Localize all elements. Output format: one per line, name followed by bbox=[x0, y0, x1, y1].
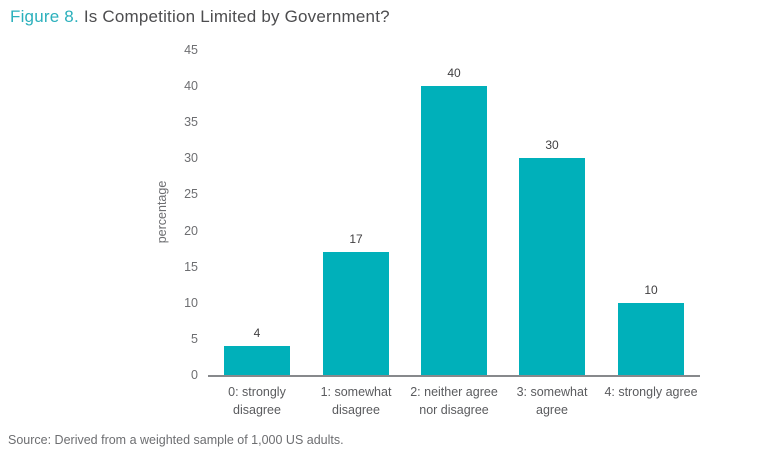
y-tick-label: 25 bbox=[184, 187, 198, 202]
y-tick-label: 0 bbox=[191, 368, 198, 382]
bar-value-label: 17 bbox=[349, 232, 363, 247]
y-axis-label: percentage bbox=[155, 180, 169, 244]
y-tick-label: 45 bbox=[184, 43, 198, 57]
bar bbox=[519, 158, 585, 375]
source-note: Source: Derived from a weighted sample o… bbox=[8, 433, 344, 447]
y-tick-label: 40 bbox=[184, 79, 198, 94]
y-tick-label: 30 bbox=[184, 151, 198, 166]
y-tick-label: 5 bbox=[191, 331, 198, 346]
x-category-label: 1: somewhat disagree bbox=[320, 385, 392, 417]
bar bbox=[421, 86, 487, 375]
bar bbox=[323, 252, 389, 375]
y-tick-label: 10 bbox=[184, 295, 198, 310]
y-tick-label: 15 bbox=[184, 259, 198, 274]
bar bbox=[618, 302, 684, 375]
bar-value-label: 10 bbox=[644, 282, 658, 297]
x-category-label: 0: strongly disagree bbox=[228, 385, 286, 417]
plot-area: 4 17 40 30 10 bbox=[208, 50, 700, 377]
figure-title: Figure 8. Is Competition Limited by Gove… bbox=[10, 7, 390, 27]
x-category-label: 2: neither agree nor disagree bbox=[410, 385, 498, 417]
figure-title-text: Is Competition Limited by Government? bbox=[78, 7, 390, 26]
bar-value-label: 4 bbox=[253, 326, 261, 341]
figure-title-prefix: Figure 8. bbox=[10, 7, 79, 26]
bar bbox=[224, 346, 290, 375]
x-category-label: 4: strongly agree bbox=[604, 385, 698, 399]
y-tick-label: 35 bbox=[184, 115, 198, 130]
x-category-label: 3: somewhat agree bbox=[516, 385, 588, 417]
bar-value-label: 30 bbox=[545, 138, 559, 153]
bar-value-label: 40 bbox=[447, 66, 461, 81]
y-tick-label: 20 bbox=[184, 223, 198, 238]
